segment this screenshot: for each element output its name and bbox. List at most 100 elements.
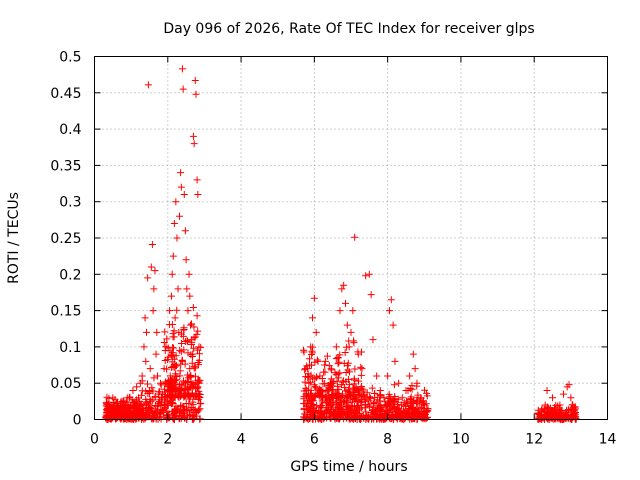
data-point	[130, 403, 138, 411]
data-point	[170, 393, 178, 401]
data-point	[358, 365, 366, 373]
data-point	[351, 414, 359, 422]
data-point	[333, 414, 341, 422]
data-point	[335, 403, 343, 411]
data-point	[348, 398, 356, 406]
data-point	[351, 233, 359, 241]
data-point	[409, 411, 417, 419]
data-point	[190, 140, 198, 148]
data-point	[103, 408, 111, 416]
y-tick-label: 0.2	[59, 267, 81, 283]
data-point	[174, 285, 182, 293]
data-point	[342, 393, 350, 401]
x-tick-labels: 0 2 4 6 8 10 12 14	[90, 432, 616, 448]
data-point	[111, 407, 119, 415]
data-point	[352, 385, 360, 393]
data-point	[129, 386, 137, 394]
data-point	[406, 385, 414, 393]
data-point	[390, 403, 398, 411]
y-tick-label: 0.35	[50, 158, 81, 174]
data-point	[112, 400, 120, 408]
data-point	[336, 307, 344, 315]
data-point	[194, 361, 202, 369]
y-tick-label: 0	[73, 413, 82, 429]
x-tick-label: 8	[383, 432, 392, 448]
data-point	[179, 381, 187, 389]
data-point	[387, 296, 395, 304]
data-point	[332, 343, 340, 351]
data-point	[340, 415, 348, 423]
data-point	[417, 394, 425, 402]
data-point	[134, 394, 142, 402]
data-point	[195, 356, 203, 364]
data-point	[301, 378, 309, 386]
data-point	[331, 405, 339, 413]
data-point	[361, 396, 369, 404]
data-point	[344, 376, 352, 384]
data-point	[421, 386, 429, 394]
data-point	[409, 350, 417, 358]
data-point	[318, 386, 326, 394]
data-point	[187, 372, 195, 380]
data-point	[420, 401, 428, 409]
data-point	[362, 272, 370, 280]
data-point	[406, 372, 414, 380]
data-point	[325, 362, 333, 370]
data-point	[423, 408, 431, 416]
data-point	[328, 390, 336, 398]
data-point	[160, 365, 168, 373]
data-point	[154, 372, 162, 380]
data-point	[328, 366, 336, 374]
data-point	[110, 398, 118, 406]
data-point	[315, 407, 323, 415]
data-point	[350, 380, 358, 388]
data-point	[561, 410, 569, 418]
data-point	[543, 386, 551, 394]
data-point	[341, 348, 349, 356]
data-point	[185, 385, 193, 393]
data-point	[332, 371, 340, 379]
data-point	[187, 379, 195, 387]
data-point	[168, 320, 176, 328]
data-point	[350, 337, 358, 345]
data-point	[549, 394, 557, 402]
data-point	[143, 328, 151, 336]
data-point	[391, 395, 399, 403]
data-point	[404, 405, 412, 413]
data-point	[411, 365, 419, 373]
data-point	[316, 408, 324, 416]
data-point	[147, 263, 155, 271]
data-point	[367, 291, 375, 299]
data-point	[336, 369, 344, 377]
data-point	[560, 411, 568, 419]
data-point	[167, 292, 175, 300]
data-point	[422, 408, 430, 416]
data-point	[312, 384, 320, 392]
data-point	[311, 375, 319, 383]
data-point	[377, 408, 385, 416]
data-point	[162, 343, 170, 351]
data-point	[188, 320, 196, 328]
data-point	[160, 339, 168, 347]
y-tick-label: 0.25	[50, 231, 81, 247]
data-point	[339, 378, 347, 386]
data-point	[189, 304, 197, 312]
data-point	[325, 385, 333, 393]
data-point	[183, 285, 191, 293]
data-point	[304, 400, 312, 408]
data-point	[367, 394, 375, 402]
data-point	[118, 397, 126, 405]
data-point	[179, 403, 187, 411]
data-point	[148, 241, 156, 249]
data-point	[160, 401, 168, 409]
data-point	[188, 390, 196, 398]
data-point	[194, 383, 202, 391]
y-axis-label: ROTI / TECUs	[6, 192, 22, 284]
data-point	[571, 407, 579, 415]
data-point	[150, 415, 158, 423]
x-tick-label: 14	[599, 432, 617, 448]
data-point	[107, 405, 115, 413]
data-point	[354, 390, 362, 398]
data-point	[343, 321, 351, 329]
data-point	[138, 387, 146, 395]
